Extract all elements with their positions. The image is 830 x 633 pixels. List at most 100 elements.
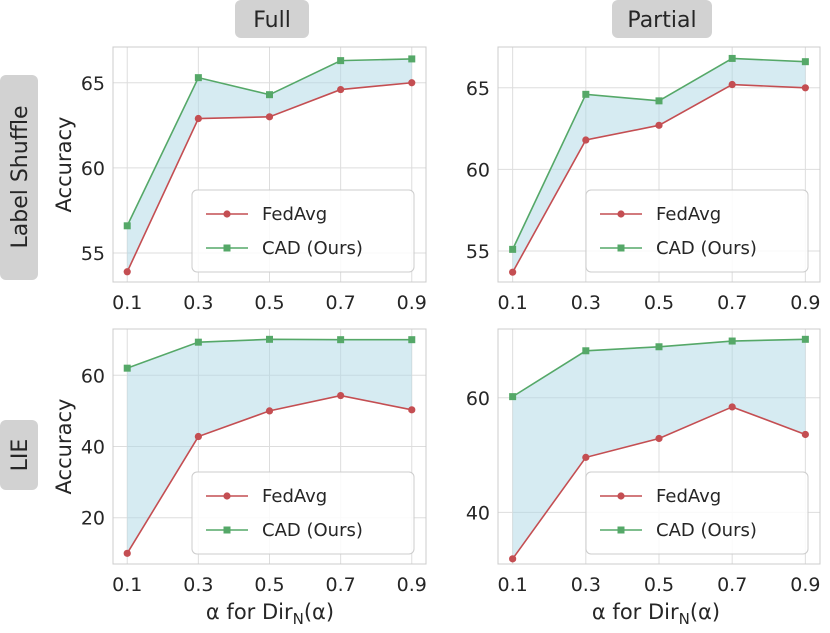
x-tick-label: 0.5 xyxy=(254,292,284,314)
fedavg-point xyxy=(728,403,736,411)
x-tick-label: 0.3 xyxy=(571,292,601,314)
fill-between-area xyxy=(127,58,412,272)
y-tick-label: 60 xyxy=(466,388,490,410)
cad-point xyxy=(509,245,517,253)
x-tick-label: 0.7 xyxy=(717,574,747,596)
legend-marker-fedavg xyxy=(617,492,625,500)
x-tick-label: 0.9 xyxy=(790,574,820,596)
x-tick-label: 0.9 xyxy=(790,292,820,314)
x-tick-label: 0.5 xyxy=(644,292,674,314)
x-tick-label: 0.1 xyxy=(498,292,528,314)
row-header-lie-label: LIE xyxy=(8,439,33,472)
cad-point xyxy=(728,337,736,345)
cad-point xyxy=(194,338,202,346)
x-axis-label-left-prefix: α for Dir xyxy=(206,600,293,624)
legend: FedAvg CAD (Ours) xyxy=(585,471,809,555)
y-axis-label: Accuracy xyxy=(52,399,76,495)
row-header-label-shuffle-box xyxy=(0,75,38,280)
legend-label-fedavg: FedAvg xyxy=(656,486,721,507)
fedavg-point xyxy=(194,114,202,123)
cad-point xyxy=(123,222,131,230)
cad-point xyxy=(408,55,416,63)
x-tick-label: 0.1 xyxy=(498,574,528,596)
cad-point xyxy=(801,335,809,343)
fedavg-point xyxy=(655,121,663,129)
legend-marker-cad xyxy=(223,244,231,252)
legend-marker-fedavg xyxy=(223,492,231,500)
x-axis-label-left-sub: N xyxy=(293,610,304,628)
y-tick-label: 60 xyxy=(466,159,490,181)
fedavg-point xyxy=(509,268,517,276)
fedavg-point xyxy=(655,434,663,443)
legend-label-cad: CAD (Ours) xyxy=(656,238,757,259)
column-header-full-label: Full xyxy=(253,8,291,33)
y-tick-label: 40 xyxy=(466,502,490,524)
legend-box xyxy=(585,471,809,555)
x-tick-label: 0.9 xyxy=(397,292,427,314)
row-header-lie-box xyxy=(0,420,38,490)
x-tick-label: 0.3 xyxy=(183,292,213,314)
x-tick-label: 0.1 xyxy=(112,292,142,314)
fedavg-point xyxy=(194,432,202,441)
x-tick-label: 0.5 xyxy=(644,574,674,596)
legend: FedAvg CAD (Ours) xyxy=(191,189,415,273)
x-axis-label-left-suffix: (α) xyxy=(304,600,334,624)
y-axis-label: Accuracy xyxy=(52,117,76,213)
cad-point xyxy=(582,90,590,98)
fill-between-area xyxy=(512,58,806,273)
legend-label-fedavg: FedAvg xyxy=(656,204,721,225)
legend-label-cad: CAD (Ours) xyxy=(656,520,757,541)
fedavg-point xyxy=(123,549,131,557)
cad-point xyxy=(509,393,517,401)
legend-label-fedavg: FedAvg xyxy=(262,486,327,507)
legend-box xyxy=(191,189,415,273)
fedavg-point xyxy=(265,407,274,415)
plot-frame xyxy=(112,46,427,283)
x-tick-label: 0.3 xyxy=(183,574,213,596)
y-tick-label: 60 xyxy=(81,158,105,180)
cad-point xyxy=(582,347,590,355)
column-header-partial-box xyxy=(612,0,712,38)
fedavg-point xyxy=(509,555,517,563)
cad-point xyxy=(266,91,273,99)
x-tick-label: 0.7 xyxy=(717,292,747,314)
legend: FedAvg CAD (Ours) xyxy=(585,189,809,273)
fedavg-point xyxy=(265,113,274,121)
x-tick-label: 0.3 xyxy=(571,574,601,596)
legend-box xyxy=(585,189,809,273)
plot-frame xyxy=(112,328,427,565)
fedavg-point xyxy=(801,430,809,439)
fedavg-point xyxy=(582,453,590,461)
legend-marker-cad xyxy=(617,526,625,534)
x-axis-label-right: α for DirN(α) xyxy=(592,600,720,628)
legend-marker-cad xyxy=(223,526,231,534)
cad-point xyxy=(337,57,345,65)
x-axis-label-right-prefix: α for Dir xyxy=(592,600,679,624)
cad-point xyxy=(801,58,809,66)
x-tick-label: 0.5 xyxy=(254,574,284,596)
x-axis-label-right-sub: N xyxy=(679,610,690,628)
fedavg-point xyxy=(801,84,809,92)
x-tick-label: 0.7 xyxy=(326,292,356,314)
fedavg-point xyxy=(123,268,131,276)
y-tick-label: 65 xyxy=(466,78,490,100)
legend-marker-cad xyxy=(617,244,625,252)
legend-marker-fedavg xyxy=(617,210,625,218)
y-tick-label: 55 xyxy=(466,241,490,263)
y-tick-label: 40 xyxy=(81,437,105,459)
column-header-partial-label: Partial xyxy=(627,8,696,33)
column-header-partial: Partial xyxy=(612,0,712,38)
cad-point xyxy=(123,364,131,372)
y-tick-label: 55 xyxy=(81,243,105,265)
y-tick-label: 60 xyxy=(81,365,105,387)
y-tick-label: 20 xyxy=(81,508,105,530)
fedavg-point xyxy=(728,80,736,89)
fedavg-point xyxy=(582,136,590,144)
fedavg-point xyxy=(337,391,345,400)
row-header-label-shuffle-label: Label Shuffle xyxy=(8,106,33,249)
x-tick-label: 0.9 xyxy=(397,574,427,596)
cad-point xyxy=(194,74,202,82)
